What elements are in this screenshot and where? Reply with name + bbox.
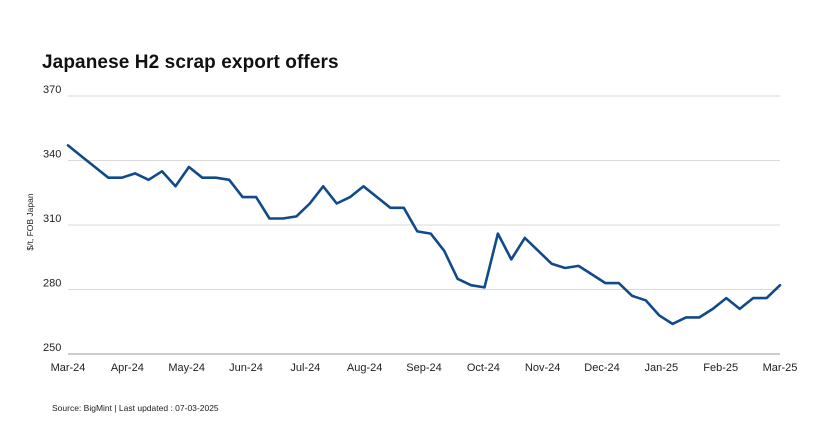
x-axis-ticks: Mar-24 Apr-24 May-24 Jun-24 Jul-24 Aug-24 Sep-… — [51, 362, 798, 374]
x-tick-label: Sep-24 — [406, 362, 441, 374]
y-tick-label: 340 — [43, 149, 61, 161]
x-tick-label: May-24 — [168, 362, 205, 374]
grid-lines — [68, 95, 780, 355]
y-tick-label: 310 — [43, 213, 61, 225]
y-tick-label: 250 — [43, 342, 61, 354]
x-tick-label: Jan-25 — [645, 362, 679, 374]
x-tick-label: Jun-24 — [229, 362, 263, 374]
x-tick-label: Mar-24 — [51, 362, 86, 374]
x-tick-label: Aug-24 — [347, 362, 382, 374]
x-tick-label: Oct-24 — [467, 362, 500, 374]
chart-title: Japanese H2 scrap export offers — [42, 52, 339, 73]
y-tick-label: 370 — [43, 84, 61, 96]
x-tick-label: Apr-24 — [111, 362, 144, 374]
x-tick-label: Jul-24 — [290, 362, 320, 374]
y-tick-label: 280 — [43, 278, 61, 290]
source-note: Source: BigMint | Last updated : 07-03-2… — [52, 403, 219, 413]
series-layer — [66, 144, 782, 326]
x-tick-label: Nov-24 — [525, 362, 560, 374]
x-tick-label: Mar-25 — [763, 362, 798, 374]
x-tick-label: Feb-25 — [703, 362, 738, 374]
series-line — [66, 144, 782, 326]
y-axis-ticks: 250 280 310 340 370 — [43, 84, 61, 354]
y-axis-label: $/t, FOB Japan — [25, 193, 35, 250]
x-tick-label: Dec-24 — [584, 362, 619, 374]
